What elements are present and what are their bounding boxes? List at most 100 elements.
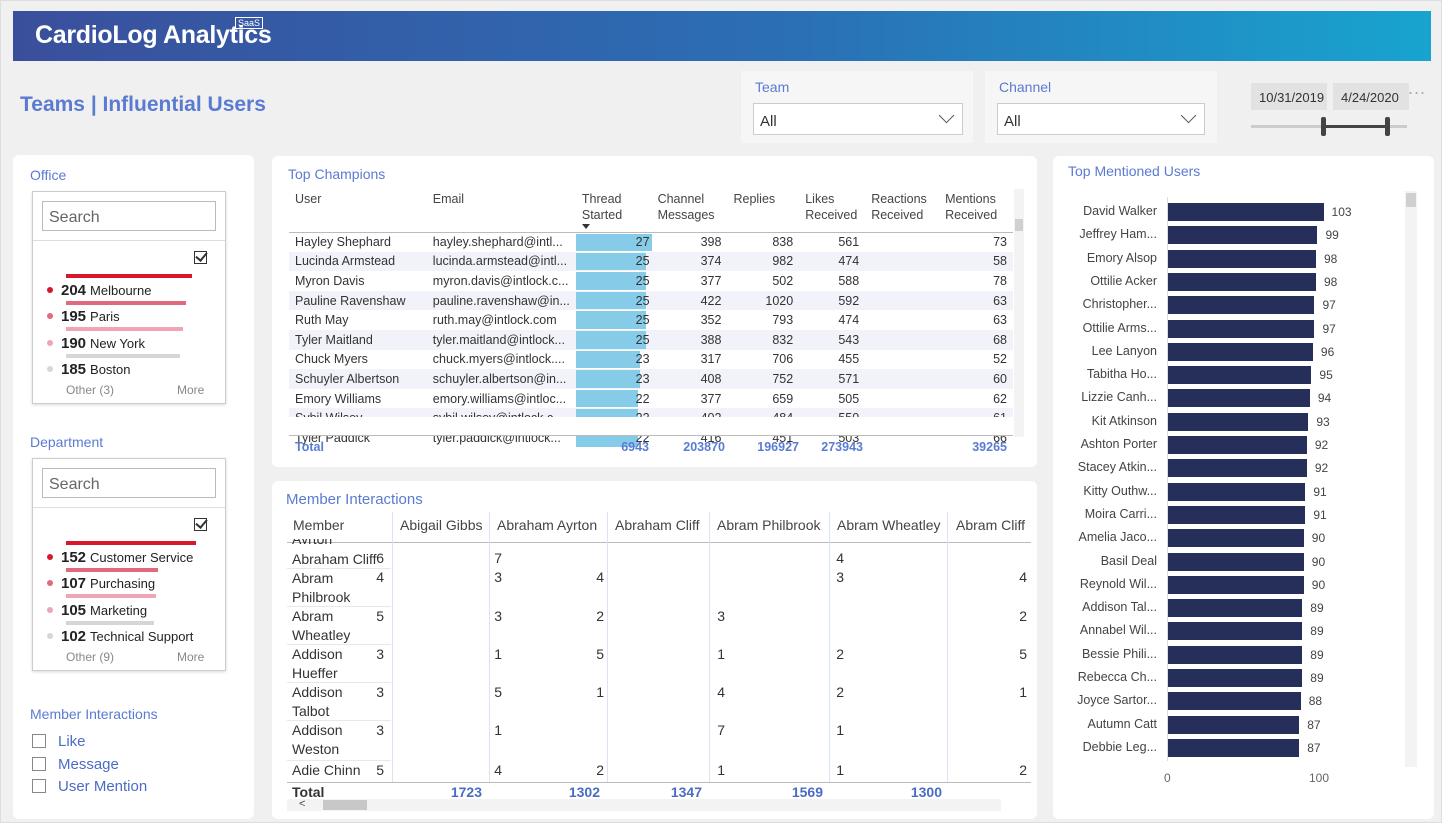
bar[interactable] xyxy=(1167,319,1315,338)
col-thread-started[interactable]: Thread Started xyxy=(575,189,652,233)
bar[interactable] xyxy=(1167,669,1303,687)
office-search-input[interactable]: Search xyxy=(42,201,216,231)
slicer-item-new-york[interactable]: 190 New York xyxy=(47,335,145,352)
col-abram-cliff[interactable]: Abram Cliff xyxy=(956,517,1025,533)
table-row[interactable]: Tyler Maitland tyler.maitland@intlock... 2… xyxy=(289,329,1013,350)
axis-tick-100: 100 xyxy=(1309,771,1330,785)
bar[interactable] xyxy=(1167,366,1312,385)
table-row[interactable]: Ruth May ruth.may@intlock.com 25 352 793 474 6… xyxy=(289,310,1013,330)
bar[interactable] xyxy=(1167,645,1303,664)
matrix-cell: 2 xyxy=(596,762,604,778)
bar[interactable] xyxy=(1167,459,1307,478)
slicer-item-customer-service[interactable]: 152 Customer Service xyxy=(47,549,193,566)
date-start-input[interactable]: 10/31/2019 xyxy=(1251,83,1327,110)
bar[interactable] xyxy=(1167,482,1306,501)
office-more-link[interactable]: More xyxy=(177,383,205,397)
col-likes-received[interactable]: Likes Received xyxy=(799,189,866,233)
numeric-cell: 502 xyxy=(772,273,794,288)
bar[interactable] xyxy=(1167,575,1304,594)
select-all-checkbox-icon[interactable] xyxy=(194,251,207,264)
bar[interactable] xyxy=(1167,552,1304,571)
bar[interactable] xyxy=(1167,203,1324,221)
office-other[interactable]: Other (3) xyxy=(66,383,115,397)
bar[interactable] xyxy=(1167,342,1313,361)
bullet-icon xyxy=(47,287,53,293)
top-mentioned-scrollbar[interactable] xyxy=(1405,191,1417,767)
slicer-item-technical-support[interactable]: 102 Technical Support xyxy=(47,628,193,645)
department-more-link[interactable]: More xyxy=(177,650,205,664)
matrix-row-label[interactable]: Adie Chinn xyxy=(292,762,361,778)
col-abigail-gibbs[interactable]: Abigail Gibbs xyxy=(400,517,483,533)
table-row[interactable]: Lucinda Armstead lucinda.armstead@intl...… xyxy=(289,251,1013,272)
col-channel-messages[interactable]: Channel Messages xyxy=(651,189,728,233)
bar[interactable] xyxy=(1167,738,1300,757)
bar-category-label: Autumn Catt xyxy=(1087,716,1157,731)
scroll-thumb[interactable] xyxy=(323,800,367,810)
matrix-row-label[interactable]: Abram Wheatley xyxy=(292,608,351,643)
table-row[interactable]: Schuyler Albertson schuyler.albertson@in.… xyxy=(289,369,1013,389)
date-slider-start-handle[interactable] xyxy=(1321,117,1326,136)
bar[interactable] xyxy=(1167,272,1316,291)
bar[interactable] xyxy=(1167,715,1300,734)
bar[interactable] xyxy=(1167,226,1318,245)
bar[interactable] xyxy=(1167,505,1306,524)
bar[interactable] xyxy=(1167,296,1315,315)
bar[interactable] xyxy=(1167,389,1310,408)
slicer-item-paris[interactable]: 195 Paris xyxy=(47,308,120,325)
col-abraham-cliff[interactable]: Abraham Cliff xyxy=(615,517,700,533)
team-dropdown[interactable]: All xyxy=(753,103,963,135)
bar[interactable] xyxy=(1167,412,1309,431)
matrix-row-label[interactable]: Addison Hueffer xyxy=(292,646,343,681)
slicer-item-marketing[interactable]: 105 Marketing xyxy=(47,602,147,619)
more-options-icon[interactable]: ... xyxy=(1408,78,1427,98)
numeric-cell xyxy=(865,329,940,350)
bar[interactable] xyxy=(1167,692,1301,711)
scroll-thumb[interactable] xyxy=(1015,219,1023,231)
col-abram-philbrook[interactable]: Abram Philbrook xyxy=(717,517,821,533)
matrix-cell: 4 xyxy=(836,550,844,566)
thread-started-cell: 22 xyxy=(575,389,652,409)
channel-dropdown[interactable]: All xyxy=(997,103,1205,135)
scroll-left-icon[interactable]: < xyxy=(299,798,306,810)
bar[interactable] xyxy=(1167,529,1304,548)
message-checkbox[interactable]: Message xyxy=(32,756,119,774)
col-mentions-received[interactable]: Mentions Received xyxy=(939,189,1013,233)
bar[interactable] xyxy=(1167,249,1316,268)
total-likes: 273943 xyxy=(821,440,863,454)
matrix-row-label[interactable]: Abraham Cliff xyxy=(292,551,377,567)
col-abram-wheatley[interactable]: Abram Wheatley xyxy=(837,517,941,533)
date-slider-end-handle[interactable] xyxy=(1385,117,1390,136)
scroll-thumb[interactable] xyxy=(1406,193,1416,207)
data-bar xyxy=(575,350,641,369)
bar-category-label: David Walker xyxy=(1083,204,1157,218)
member-interactions-hscrollbar[interactable]: < xyxy=(287,798,1001,811)
user-mention-checkbox[interactable]: User Mention xyxy=(32,778,147,796)
top-champions-scrollbar[interactable] xyxy=(1014,189,1024,437)
slicer-item-purchasing[interactable]: 107 Purchasing xyxy=(47,575,155,592)
department-other[interactable]: Other (9) xyxy=(66,650,115,664)
col-replies[interactable]: Replies xyxy=(727,189,800,233)
col-abraham-ayrton[interactable]: Abraham Ayrton xyxy=(497,517,598,533)
col-email[interactable]: Email xyxy=(426,189,576,233)
col-user[interactable]: User xyxy=(289,189,427,233)
table-row[interactable]: Myron Davis myron.davis@intlock.c... 25 377… xyxy=(289,271,1013,291)
matrix-row-label[interactable]: Addison Weston xyxy=(292,722,343,757)
date-end-input[interactable]: 4/24/2020 xyxy=(1333,83,1409,110)
matrix-row-label[interactable]: Addison Talbot xyxy=(292,684,343,719)
table-row[interactable]: Pauline Ravenshaw pauline.ravenshaw@in...… xyxy=(289,290,1013,311)
select-all-checkbox-icon[interactable] xyxy=(194,518,207,531)
col-member[interactable]: Member xyxy=(293,517,345,533)
matrix-row-label[interactable]: Abram Philbrook xyxy=(292,570,351,605)
table-row[interactable]: Emory Williams emory.williams@intloc... 22… xyxy=(289,389,1013,409)
table-row[interactable]: Chuck Myers chuck.myers@intlock.... 23 317 7… xyxy=(289,350,1013,370)
slicer-item-melbourne[interactable]: 204 Melbourne xyxy=(47,282,151,299)
department-search-input[interactable]: Search xyxy=(42,468,216,498)
table-row[interactable]: Hayley Shephard hayley.shephard@intl... 27… xyxy=(289,232,1013,252)
slicer-item-boston[interactable]: 185 Boston xyxy=(47,361,131,378)
like-checkbox[interactable]: Like xyxy=(32,733,86,751)
bar[interactable] xyxy=(1167,436,1307,454)
bar[interactable] xyxy=(1167,599,1303,618)
numeric-cell xyxy=(865,369,940,389)
col-reactions-received[interactable]: Reactions Received xyxy=(865,189,940,233)
bar[interactable] xyxy=(1167,622,1303,641)
